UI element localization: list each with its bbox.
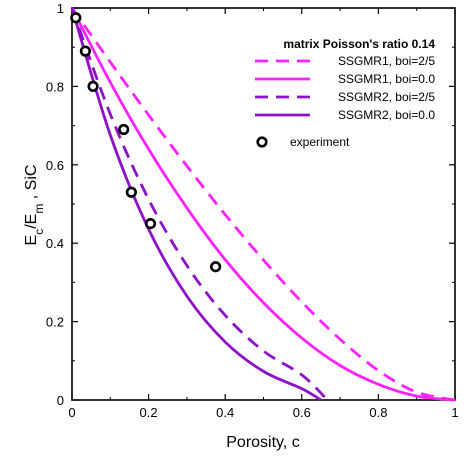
y-tick-label: 0: [57, 393, 64, 408]
legend-label-1: SSGMR1, boi=2/5: [338, 54, 435, 68]
y-tick-label: 0.2: [46, 315, 64, 330]
y-axis-label-part: /E: [23, 214, 40, 229]
x-tick-label: 0.6: [293, 405, 311, 420]
x-tick-label: 0: [68, 405, 75, 420]
legend-marker-experiment: [256, 136, 268, 148]
experiment-point: [87, 80, 99, 92]
series-line-3: [70, 7, 329, 402]
experiment-point: [210, 261, 222, 273]
experiment-point: [79, 45, 92, 57]
series-line-2: [70, 7, 456, 402]
experiment-point: [125, 186, 137, 198]
legend-label-4: SSGMR2, boi=0.0: [338, 108, 435, 122]
series-line-1: [70, 7, 456, 402]
y-axis-label-subscript: m: [32, 204, 46, 214]
series-line-4: [70, 7, 322, 402]
y-tick-label: 0.8: [46, 79, 64, 94]
y-tick-label: 0.4: [46, 236, 64, 251]
x-tick-label: 0.8: [369, 405, 387, 420]
experiment-point: [118, 123, 130, 136]
y-tick-label: 0.6: [46, 158, 64, 173]
x-tick-label: 1: [451, 405, 458, 420]
plot-area: 0 0.2 0.4 0.6 0.8 1 0 0.2 0.4 0.6 0.8 1: [46, 1, 459, 420]
y-axis-label-part: , SiC: [23, 165, 40, 204]
legend-label-3: SSGMR2, boi=2/5: [338, 90, 435, 104]
experiment-point: [70, 12, 82, 24]
legend-label-experiment: experiment: [290, 135, 350, 149]
y-axis-label-subscript: c: [32, 229, 46, 235]
x-tick-label: 0.2: [140, 405, 158, 420]
legend-title: matrix Poisson's ratio 0.14: [283, 37, 435, 51]
experiment-point: [144, 218, 157, 230]
y-axis-label-part: E: [23, 235, 40, 246]
legend: matrix Poisson's ratio 0.14 SSGMR1, boi=2…: [255, 37, 435, 149]
y-tick-label: 1: [57, 1, 64, 16]
x-tick-label: 0.4: [216, 405, 234, 420]
legend-label-2: SSGMR1, boi=0.0: [338, 72, 435, 86]
y-axis-label: Ec/Em , SiC: [23, 165, 46, 246]
x-axis-label: Porosity, c: [226, 434, 300, 451]
